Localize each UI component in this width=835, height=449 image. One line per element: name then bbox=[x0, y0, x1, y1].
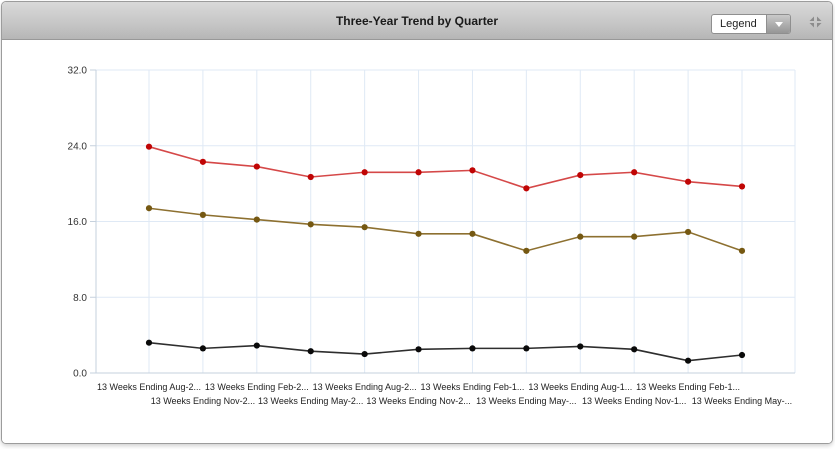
x-tick-label: 13 Weeks Ending Feb-1... bbox=[421, 382, 525, 392]
data-point-black-series[interactable] bbox=[361, 350, 368, 358]
data-point-black-series[interactable] bbox=[253, 342, 260, 349]
y-tick-label: 32.0 bbox=[68, 66, 88, 77]
data-point-black-series[interactable] bbox=[684, 357, 692, 364]
data-point-red-series[interactable] bbox=[145, 143, 153, 150]
x-tick-label: 13 Weeks Ending Aug-2... bbox=[313, 382, 417, 392]
x-tick-label: 13 Weeks Ending Nov-1... bbox=[582, 396, 686, 406]
data-point-red-series[interactable] bbox=[684, 178, 692, 185]
chart-title: Three-Year Trend by Quarter bbox=[335, 14, 499, 28]
data-point-olive-series[interactable] bbox=[684, 228, 692, 236]
chart-area: 32.0 24.0 16.0 8.0 0.0 13 Weeks Ending Aug-2.… bbox=[2, 40, 832, 443]
y-tick-label: 0.0 bbox=[73, 369, 87, 380]
data-point-olive-series[interactable] bbox=[631, 233, 638, 240]
data-point-red-series[interactable] bbox=[577, 172, 584, 179]
y-tick-label: 16.0 bbox=[68, 217, 88, 228]
data-point-red-series[interactable] bbox=[523, 185, 530, 192]
data-point-olive-series[interactable] bbox=[738, 247, 746, 254]
data-point-olive-series[interactable] bbox=[415, 230, 422, 237]
series-line-red-series bbox=[148, 145, 743, 190]
y-tick-label: 8.0 bbox=[73, 293, 87, 304]
data-point-olive-series[interactable] bbox=[361, 224, 368, 231]
data-point-olive-series[interactable] bbox=[469, 230, 476, 237]
x-tick-label: 13 Weeks Ending Feb-1... bbox=[636, 382, 740, 392]
data-point-red-series[interactable] bbox=[199, 158, 207, 165]
legend-dropdown-value: Legend bbox=[720, 18, 757, 30]
data-point-red-series[interactable] bbox=[253, 163, 260, 170]
x-tick-label: 13 Weeks Ending Feb-2... bbox=[205, 382, 309, 392]
data-point-black-series[interactable] bbox=[199, 345, 207, 352]
data-point-black-series[interactable] bbox=[523, 345, 530, 352]
data-point-black-series[interactable] bbox=[145, 339, 153, 346]
x-tick-label: 13 Weeks Ending Aug-2... bbox=[97, 382, 201, 392]
legend-dropdown[interactable]: Legend bbox=[711, 14, 791, 34]
data-point-red-series[interactable] bbox=[361, 169, 368, 176]
collapse-arrows-icon[interactable] bbox=[807, 15, 824, 29]
data-point-black-series[interactable] bbox=[631, 346, 638, 353]
x-tick-label: 13 Weeks Ending May-2... bbox=[258, 396, 363, 406]
data-point-olive-series[interactable] bbox=[523, 247, 530, 254]
x-tick-label: 13 Weeks Ending Nov-2... bbox=[366, 396, 470, 406]
data-point-olive-series[interactable] bbox=[145, 205, 153, 212]
data-point-black-series[interactable] bbox=[307, 348, 314, 355]
x-tick-label: 13 Weeks Ending May-... bbox=[692, 396, 792, 406]
data-point-olive-series[interactable] bbox=[199, 211, 207, 218]
chevron-down-icon bbox=[774, 21, 783, 27]
data-point-red-series[interactable] bbox=[631, 169, 638, 176]
x-tick-label: 13 Weeks Ending Nov-2... bbox=[151, 396, 255, 406]
data-point-olive-series[interactable] bbox=[253, 216, 260, 223]
data-point-black-series[interactable] bbox=[577, 343, 584, 350]
series-line-black-series bbox=[148, 341, 743, 362]
data-point-red-series[interactable] bbox=[307, 173, 314, 181]
data-point-olive-series[interactable] bbox=[307, 221, 314, 228]
data-point-red-series[interactable] bbox=[469, 167, 476, 174]
x-tick-label: 13 Weeks Ending May-... bbox=[476, 396, 576, 406]
legend-dropdown-arrow-button[interactable] bbox=[766, 15, 790, 33]
data-point-black-series[interactable] bbox=[415, 346, 422, 353]
data-point-red-series[interactable] bbox=[738, 183, 746, 190]
data-point-black-series[interactable] bbox=[738, 351, 746, 359]
trend-line-chart: 32.0 24.0 16.0 8.0 0.0 13 Weeks Ending Aug-2.… bbox=[68, 66, 796, 406]
y-tick-label: 24.0 bbox=[68, 141, 88, 152]
data-point-black-series[interactable] bbox=[469, 345, 476, 352]
data-point-olive-series[interactable] bbox=[577, 233, 584, 240]
x-tick-label: 13 Weeks Ending Aug-1... bbox=[528, 382, 632, 392]
data-point-red-series[interactable] bbox=[415, 169, 422, 176]
widget-header: Three-Year Trend by Quarter Legend bbox=[2, 2, 832, 40]
series-line-olive-series bbox=[148, 207, 743, 252]
